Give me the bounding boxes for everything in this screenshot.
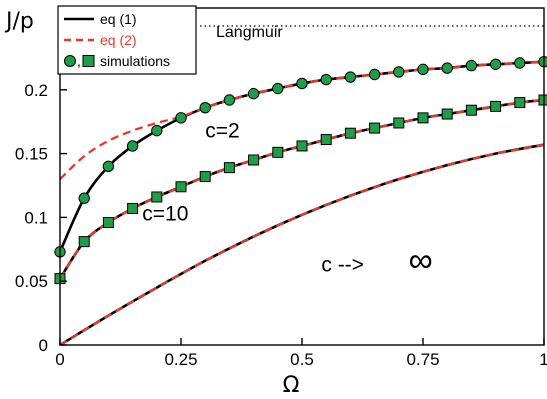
legend: eq (1) eq (2) , simulations: [57, 5, 197, 75]
sim-point-square: [417, 112, 429, 124]
sim-point-square: [272, 146, 284, 158]
annotation-c2: c=2: [205, 120, 239, 143]
sim-point-circle: [465, 59, 478, 72]
sim-point-circle: [223, 94, 236, 106]
sim-point-square: [127, 202, 139, 214]
annotation-c10: c=10: [142, 203, 188, 226]
series-eq2-line: [59, 143, 545, 346]
sim-point-circle: [344, 71, 357, 83]
sim-point-square: [320, 134, 332, 146]
sim-point-square: [490, 100, 502, 112]
legend-marker-square: [82, 55, 95, 67]
langmuir-label: Langmuir: [216, 24, 283, 41]
sim-point-circle: [247, 87, 260, 100]
sim-point-square: [465, 104, 477, 116]
sim-point-circle: [126, 140, 139, 152]
y-tick-label: 0: [39, 336, 48, 355]
x-tick-label: 1: [539, 350, 547, 369]
legend-label-sims: simulations: [100, 53, 170, 69]
legend-marker-circle: [64, 55, 76, 67]
series-eq1-line: [58, 98, 545, 280]
legend-label-eq2: eq (2): [100, 32, 137, 48]
sim-point-circle: [514, 57, 526, 69]
x-axis-title: Ω: [283, 373, 300, 398]
y-tick-label: 0.2: [24, 81, 48, 100]
x-tick-label: 0.75: [406, 350, 439, 369]
x-tick-label: 0.5: [290, 350, 314, 369]
sim-point-square: [151, 191, 163, 203]
y-tick-label: 0.05: [15, 272, 48, 291]
sim-point-circle: [393, 66, 405, 78]
ticks: 0 0.25 0.5 0.75 1 0 0.05 0.1 0.15 0.2: [15, 81, 547, 369]
sim-point-circle: [199, 101, 211, 114]
sim-point-square: [175, 181, 187, 193]
legend-comma: ,: [77, 53, 81, 69]
sim-point-square: [248, 154, 260, 166]
annotation-infinity: ∞: [408, 242, 432, 280]
sim-point-circle: [489, 58, 502, 70]
sim-point-circle: [417, 63, 429, 76]
sim-point-square: [344, 127, 356, 139]
sim-point-circle: [151, 124, 163, 137]
sim-point-circle: [538, 56, 547, 68]
legend-label-eq1: eq (1): [100, 11, 137, 27]
sim-point-circle: [368, 68, 381, 81]
series-eq2-line: [59, 98, 545, 280]
markers: [54, 56, 547, 285]
y-tick-label: 0.1: [24, 208, 48, 227]
sim-point-square: [102, 217, 114, 229]
x-tick-label: 0: [55, 350, 64, 369]
series-eq1-line: [59, 143, 545, 347]
sim-point-square: [223, 162, 235, 174]
sim-point-circle: [441, 62, 453, 74]
sim-point-circle: [320, 73, 332, 86]
sim-point-circle: [175, 112, 187, 124]
y-axis-title: J/p: [4, 9, 34, 34]
sim-point-circle: [78, 192, 90, 204]
sim-point-square: [538, 94, 547, 106]
sim-point-square: [296, 140, 308, 152]
sim-point-square: [441, 108, 453, 120]
sim-point-square: [78, 236, 90, 248]
annotation-cinf: c -->: [321, 254, 364, 277]
series-eq1-line: [58, 60, 545, 253]
sim-point-circle: [272, 82, 284, 95]
sim-point-square: [199, 171, 211, 183]
x-tick-label: 0.25: [164, 350, 197, 369]
sim-point-circle: [102, 160, 115, 173]
sim-point-square: [514, 97, 526, 109]
sim-point-circle: [296, 77, 308, 90]
y-tick-label: 0.15: [15, 145, 48, 164]
sim-point-square: [369, 122, 381, 134]
sim-point-square: [393, 117, 405, 129]
